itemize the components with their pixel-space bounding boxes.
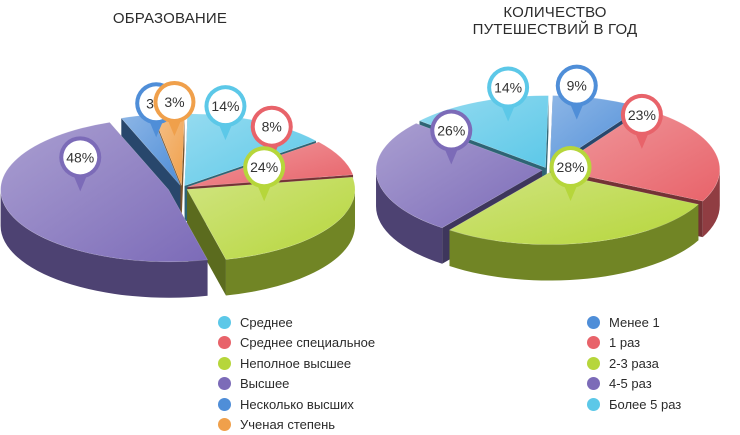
legend-item-более-5-раз: Более 5 раз: [587, 394, 681, 415]
legend-label: Менее 1: [609, 315, 660, 330]
percent-label: 14%: [211, 98, 239, 114]
legend-swatch: [218, 398, 231, 411]
legend-swatch: [218, 316, 231, 329]
legend-swatch: [587, 336, 600, 349]
percent-label: 14%: [494, 80, 522, 96]
legend-item-неполное-высшее: Неполное высшее: [218, 353, 375, 374]
legend-item-несколько-высших: Несколько высших: [218, 394, 375, 415]
pie-chart-1: 14%8%24%48%3%3%: [1, 81, 355, 298]
legend-label: Ученая степень: [240, 417, 335, 432]
legend-swatch: [587, 398, 600, 411]
legend-swatch: [218, 418, 231, 431]
legend-label: Несколько высших: [240, 397, 354, 412]
pie-chart-2: 9% 23% 28% 26% 14%: [376, 65, 720, 281]
percent-label: 26%: [437, 123, 465, 139]
legend-item-4-5-раз: 4-5 раз: [587, 374, 681, 395]
legend-item-среднее-специальное: Среднее специальное: [218, 333, 375, 354]
legend-item-высшее: Высшее: [218, 374, 375, 395]
legend-label: Среднее специальное: [240, 335, 375, 350]
legend-label: Среднее: [240, 315, 293, 330]
percent-label: 48%: [66, 149, 94, 165]
legend-label: Более 5 раз: [609, 397, 681, 412]
legend-item-2-3-раза: 2-3 раза: [587, 353, 681, 374]
legend-swatch: [218, 336, 231, 349]
legend-swatch: [218, 377, 231, 390]
legend-label: Неполное высшее: [240, 356, 351, 371]
legend-item-среднее: Среднее: [218, 312, 375, 333]
legend-swatch: [587, 357, 600, 370]
percent-label: 23%: [628, 107, 656, 123]
legend-education: Среднее Среднее специальное Неполное высше…: [218, 312, 375, 435]
percent-label: 24%: [250, 159, 278, 175]
legend-item-менее-1: Менее 1: [587, 312, 681, 333]
legend-label: 1 раз: [609, 335, 640, 350]
legend-swatch: [587, 377, 600, 390]
percent-label: 9%: [567, 78, 587, 94]
percent-label: 28%: [557, 159, 585, 175]
legend-swatch: [218, 357, 231, 370]
legend-item-ученая-степень: Ученая степень: [218, 415, 375, 435]
legend-label: 4-5 раз: [609, 376, 652, 391]
chart-title-education: ОБРАЗОВАНИЕ: [60, 10, 280, 27]
legend-item-1-раз: 1 раз: [587, 333, 681, 354]
legend-swatch: [587, 316, 600, 329]
percent-label: 8%: [262, 119, 282, 135]
legend-label: Высшее: [240, 376, 289, 391]
legend-label: 2-3 раза: [609, 356, 659, 371]
legend-trips: Менее 1 1 раз 2-3 раза 4-5 раз Более 5 раз: [587, 312, 681, 415]
percent-label: 3%: [164, 94, 184, 110]
